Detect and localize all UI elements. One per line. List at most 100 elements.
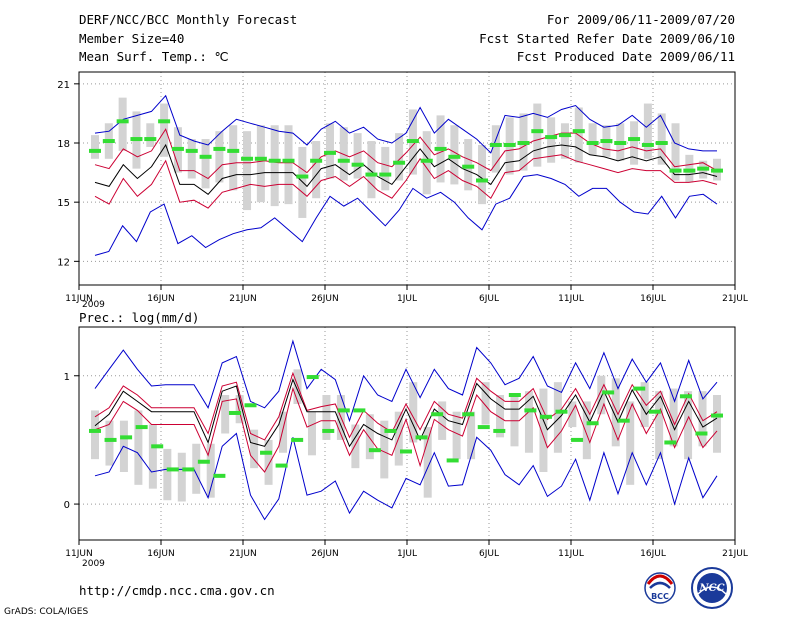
ensemble-box xyxy=(250,429,259,469)
ensemble-box xyxy=(284,125,293,205)
ensemble-box xyxy=(423,427,432,498)
footer-grads: GrADS: COLA/IGES xyxy=(4,607,88,617)
ensemble-box xyxy=(381,146,390,191)
series-line-upper xyxy=(94,371,718,441)
x-tick-label: 21JUN xyxy=(229,294,256,304)
ensemble-box xyxy=(146,123,155,147)
precip-grid xyxy=(79,327,735,540)
bcc-logo-arc-red xyxy=(646,574,674,585)
ensemble-box xyxy=(481,382,490,425)
ensemble-box xyxy=(206,443,215,498)
ensemble-box xyxy=(215,131,224,183)
x-tick-label: 21JUN xyxy=(229,549,256,559)
x-tick-label: 16JUN xyxy=(147,294,174,304)
ncc-logo-core xyxy=(697,573,727,603)
x-tick-label: 1JUL xyxy=(397,549,417,559)
ensemble-box xyxy=(611,378,620,447)
ensemble-box xyxy=(322,395,331,440)
ensemble-box xyxy=(365,414,374,460)
ensemble-box xyxy=(524,391,533,453)
header-started: Fcst Started Refer Date 2009/06/10 xyxy=(479,31,735,46)
precip-title: Prec.: log(mm/d) xyxy=(79,310,199,325)
ensemble-box xyxy=(192,443,201,494)
y-tick-label: 15 xyxy=(57,198,70,209)
ensemble-box xyxy=(148,424,157,489)
ensemble-box xyxy=(568,401,577,428)
precip-year-label: 2009 xyxy=(82,559,105,569)
precip-boxes xyxy=(91,369,721,502)
ensemble-box xyxy=(264,439,273,485)
ensemble-box xyxy=(626,401,635,485)
ensemble-box xyxy=(640,382,649,428)
precip-lines xyxy=(94,339,718,521)
ensemble-box xyxy=(91,410,99,460)
x-tick-label: 16JUL xyxy=(640,549,666,559)
x-tick-label: 21JUL xyxy=(722,549,748,559)
ensemble-box xyxy=(588,123,597,155)
ensemble-box xyxy=(380,420,389,479)
ensemble-box xyxy=(496,395,505,438)
ensemble-box xyxy=(684,391,693,460)
ensemble-box xyxy=(163,448,172,501)
header-member-size: Member Size=40 xyxy=(79,31,184,46)
ncc-logo: NCC xyxy=(691,567,733,609)
ensemble-box xyxy=(307,411,316,456)
x-tick-label: 26JUN xyxy=(311,294,338,304)
ensemble-box xyxy=(91,135,99,159)
ensemble-box xyxy=(582,401,591,460)
temperature-y-ticks: 12 15 18 21 xyxy=(57,80,79,268)
header-period: For 2009/06/11-2009/07/20 xyxy=(547,12,735,27)
ensemble-box xyxy=(655,391,664,460)
temperature-x-ticks: 11JUN 16JUN 21JUN 26JUN 1JUL 6JUL 11JUL 16JUL 21… xyxy=(65,285,748,304)
header-produced: Fcst Produced Date 2009/06/11 xyxy=(517,49,735,64)
ensemble-box xyxy=(560,123,569,159)
header-title: DERF/NCC/BCC Monthly Forecast xyxy=(79,12,297,27)
ensemble-box xyxy=(643,103,652,159)
ensemble-box xyxy=(467,411,476,460)
series-line-mean xyxy=(94,143,718,195)
series-line-min xyxy=(94,432,718,521)
header-variable: Mean Surf. Temp.: ℃ xyxy=(79,49,229,64)
x-tick-label: 11JUL xyxy=(558,294,584,304)
series-line-min xyxy=(94,174,718,256)
x-tick-label: 6JUL xyxy=(479,549,499,559)
ensemble-box xyxy=(134,410,143,485)
series-line-mean xyxy=(94,378,718,448)
ensemble-box xyxy=(630,121,639,165)
ensemble-box xyxy=(177,452,186,502)
ensemble-box xyxy=(201,139,210,189)
x-tick-label: 1JUL xyxy=(397,294,417,304)
ensemble-box xyxy=(452,411,461,460)
ensemble-box xyxy=(409,382,418,443)
footer-url: http://cmdp.ncc.cma.gov.cn xyxy=(79,583,275,598)
bcc-logo-arc-blue xyxy=(649,581,671,589)
bcc-logo: BCC xyxy=(644,572,676,604)
x-tick-label: 11JUL xyxy=(558,549,584,559)
y-tick-label: 1 xyxy=(64,372,70,383)
y-tick-label: 0 xyxy=(64,500,70,511)
ensemble-box xyxy=(713,395,721,453)
ncc-logo-text: NCC xyxy=(698,583,724,594)
ensemble-box xyxy=(547,117,556,163)
ensemble-box xyxy=(491,125,500,173)
series-line-upper xyxy=(94,128,718,180)
ensemble-box xyxy=(279,411,288,453)
ensemble-box xyxy=(438,401,447,440)
y-tick-label: 12 xyxy=(57,257,70,268)
ensemble-box xyxy=(597,375,606,415)
x-tick-label: 11JUN xyxy=(65,549,92,559)
ensemble-box xyxy=(533,103,542,167)
ensemble-box xyxy=(657,113,666,165)
series-line-lower xyxy=(94,154,718,209)
temperature-lines xyxy=(94,94,718,256)
ensemble-box xyxy=(243,131,252,211)
ensemble-box xyxy=(339,127,348,181)
y-tick-label: 18 xyxy=(57,139,70,150)
ensemble-box xyxy=(160,103,169,157)
ensemble-box xyxy=(367,141,376,199)
precip-x-ticks: 11JUN 16JUN 21JUN 26JUN 1JUL 6JUL 11JUL 16JUL 21… xyxy=(65,540,748,559)
ncc-logo-wave xyxy=(697,586,727,595)
ensemble-box xyxy=(118,97,127,151)
ensemble-box xyxy=(312,141,321,199)
